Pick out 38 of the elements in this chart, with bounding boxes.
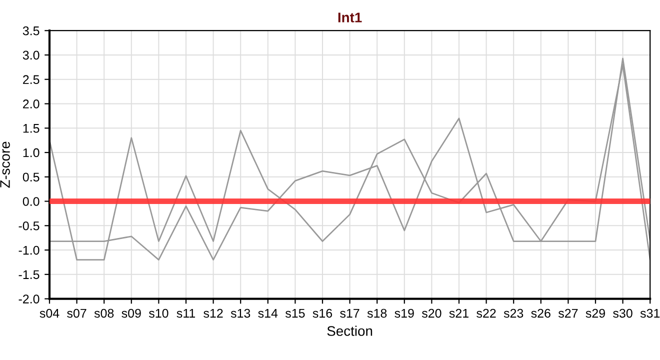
x-tick-label: s22 <box>476 308 496 318</box>
x-tick-label: s23 <box>504 308 524 318</box>
y-tick-label: 2.5 <box>23 75 40 84</box>
y-tick-label: -0.5 <box>18 221 40 230</box>
x-tick-label: s13 <box>230 308 250 318</box>
x-tick-label: s27 <box>558 308 578 318</box>
x-tick-label: s15 <box>285 308 305 318</box>
y-tick-label: 0.5 <box>22 172 40 182</box>
y-axis-title: Z-score <box>0 142 10 188</box>
x-tick-label: s11 <box>176 308 196 318</box>
x-axis-title: Section <box>327 326 372 336</box>
y-tick-label: -1.0 <box>18 246 40 255</box>
x-tick-label: s14 <box>258 308 278 318</box>
x-tick-label: s30 <box>613 308 632 318</box>
x-tick-label: s29 <box>586 308 605 318</box>
x-tick-label: s26 <box>531 308 550 318</box>
x-tick-label: s21 <box>449 308 468 318</box>
x-tick-label: s16 <box>312 308 332 318</box>
x-tick-label: s18 <box>367 308 387 318</box>
x-tick-label: s31 <box>640 308 660 318</box>
chart-title: Int1 <box>338 12 362 22</box>
y-tick-label: 0.0 <box>22 197 40 206</box>
x-tick-label: s09 <box>122 308 141 318</box>
y-tick-label: 3.5 <box>22 26 40 36</box>
x-tick-label: s07 <box>67 308 86 318</box>
y-tick-label: 2.0 <box>23 100 40 108</box>
y-tick-label: 1.0 <box>23 148 40 158</box>
y-tick-label: -1.5 <box>18 270 40 280</box>
y-tick-label: 3.0 <box>22 50 40 60</box>
x-tick-label: s19 <box>394 308 414 318</box>
x-tick-label: s12 <box>204 308 223 318</box>
x-tick-label: s04 <box>40 308 60 318</box>
y-tick-label: -2.0 <box>18 294 40 304</box>
y-tick-label: 1.5 <box>23 124 40 133</box>
x-tick-label: s08 <box>94 308 114 318</box>
x-tick-label: s17 <box>340 308 360 318</box>
x-tick-label: s10 <box>148 308 168 318</box>
x-tick-label: s20 <box>422 308 442 318</box>
